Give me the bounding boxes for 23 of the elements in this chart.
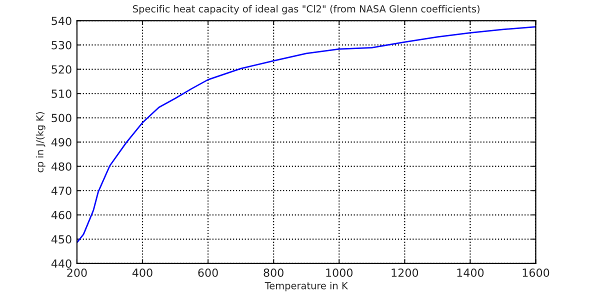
y-tick-label: 480 — [51, 162, 72, 171]
x-tick-label: 800 — [264, 268, 284, 277]
y-tick-label: 520 — [52, 65, 72, 74]
y-tick-label: 450 — [51, 235, 72, 244]
y-tick-label: 440 — [51, 259, 72, 268]
y-axis-title: cp in J/(kg K) — [36, 112, 46, 172]
x-axis-title: Temperature in K — [264, 282, 348, 292]
x-tick-label: 1600 — [522, 268, 550, 277]
x-tick-label: 1200 — [392, 268, 418, 277]
x-tick-label: 200 — [67, 268, 87, 277]
chart-title: Specific heat capacity of ideal gas "Cl2" (from NASA Glenn coefficients) — [133, 5, 480, 14]
y-tick-label: 460 — [51, 210, 72, 220]
y-tick-label: 490 — [51, 138, 72, 146]
y-tick-label: 530 — [52, 40, 72, 50]
x-tick-label: 1000 — [326, 268, 353, 277]
line-series — [76, 26, 536, 244]
y-tick-label: 500 — [52, 114, 72, 122]
x-tick-label: 400 — [132, 268, 152, 277]
x-tick-label: 1400 — [457, 268, 484, 277]
x-tick-label: 600 — [198, 268, 218, 277]
y-tick-label: 470 — [51, 186, 72, 196]
y-tick-label: 510 — [52, 90, 72, 98]
y-tick-label: 540 — [52, 16, 72, 26]
